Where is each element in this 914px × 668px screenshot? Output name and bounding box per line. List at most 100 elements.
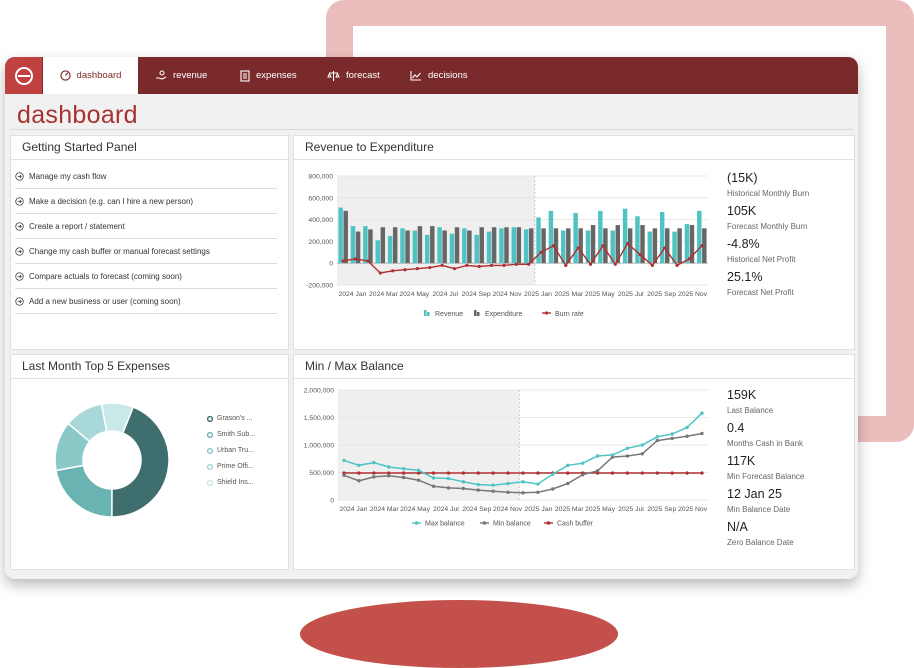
legend-expenditure-swatch [474,310,477,316]
cash-buffer-point [521,471,525,475]
expense-slice [100,402,135,435]
x-tick-label: 2024 May [399,291,429,298]
max-balance-point [521,480,525,484]
min-balance-point [536,490,540,494]
burn-rate-point [638,252,642,257]
min-balance-point [431,484,436,488]
expense-legend-item[interactable]: Shield Ins... [207,479,254,486]
forecast-net-profit-label: Forecast Net Profit [727,288,794,297]
title-divider [10,129,853,130]
revenue-bar [350,226,356,264]
forecast-net-profit-value: 25.1% [727,270,763,284]
max-balance-point [625,446,630,450]
arrow-circle-icon [15,246,24,256]
arrow-circle-icon [15,221,24,231]
min-balance-point [521,491,525,495]
expense-legend-item[interactable]: Smith Sub... [207,431,255,438]
max-balance-point [416,468,421,472]
expense-slice [55,464,113,518]
max-balance-point [700,411,704,415]
revenue-bar [338,207,343,264]
revenue-bar [659,211,665,264]
burn-rate-point [527,262,531,266]
min-max-balance-panel: Min / Max Balance 2,000,000 1,500,000 1,00… [293,354,855,570]
revenue-bar [499,228,504,264]
x-tick-label: 2025 Jul [618,506,644,513]
revenue-bar [387,235,393,264]
burn-rate-point [353,257,358,261]
getting-started-panel: Getting Started Panel Manage my cash flo… [10,135,289,350]
cash-buffer-point [446,471,451,475]
getting-started-item[interactable]: Add a new business or user (coming soon) [15,289,277,314]
min-balance-point [446,486,451,490]
x-tick-label: 2025 Jan [524,506,552,513]
y-tick-label: -200,000 [306,283,333,290]
x-tick-label: 2024 Jan [339,506,367,513]
burn-rate-point [403,268,407,272]
tab-decisions[interactable]: decisions [410,57,468,94]
cash-buffer-point [357,471,361,475]
min-max-balance-chart: 2,000,000 1,500,000 1,000,000 500,000 0 2024 … [304,388,708,528]
balance-panel-title: Min / Max Balance [294,355,854,379]
expenditure-bar [442,230,447,264]
max-balance-point [610,453,615,457]
x-tick-label: 2025 Jan [524,291,552,298]
getting-started-item-label: Make a decision (e.g. can I hire a new p… [29,196,194,206]
getting-started-item[interactable]: Manage my cash flow [15,164,277,189]
x-tick-label: 2025 Nov [678,506,708,513]
y-tick-label: 0 [330,498,334,505]
min-balance-point [595,469,600,473]
legend-revenue-swatch [427,312,430,316]
max-balance-point [685,425,689,430]
min-balance-point [700,431,704,436]
expenditure-bar [603,228,608,264]
top-expenses-panel: Last Month Top 5 Expenses Grason's ... S… [10,354,289,570]
min-balance-point [625,454,630,458]
burn-rate-point [452,267,457,271]
expense-legend-label: Grason's ... [217,415,253,422]
revenue-bar [375,240,380,264]
expense-legend-item[interactable]: Grason's ... [207,415,253,422]
expense-legend-item[interactable]: Urban Tru... [207,447,254,454]
expenditure-bar [380,227,386,264]
getting-started-item[interactable]: Create a report / statement [15,214,277,239]
getting-started-item[interactable]: Make a decision (e.g. can I hire a new p… [15,189,277,214]
cash-buffer-point [700,471,704,475]
decorative-ellipse [300,600,618,668]
revenue-bar [400,228,405,264]
min-balance-point [476,488,480,492]
revenue-bar [474,234,479,264]
tab-forecast[interactable]: forecast [327,57,380,94]
legend-marker-icon [207,447,213,454]
expenditure-bar [615,225,621,264]
burn-rate-point [601,244,605,248]
expense-legend-item[interactable]: Prime Offi... [207,463,254,470]
burn-rate-point [626,241,630,246]
forecast-monthly-burn-label: Forecast Monthly Burn [727,222,808,231]
tab-dashboard-label: dashboard [76,70,122,81]
min-balance-point [342,473,346,477]
expense-legend-label: Urban Tru... [217,447,254,454]
revenue-expenditure-chart: 800,000 600,000 400,000 200,000 0 -200,000 202… [306,174,708,318]
burn-rate-point [539,250,543,254]
getting-started-item[interactable]: Change my cash buffer or manual forecast… [15,239,277,264]
top-navigation-bar: dashboard revenue expenses fo [5,57,858,94]
max-balance-point [655,435,659,439]
legend-expenditure-label: Expenditure [485,311,522,318]
expense-legend-label: Prime Offi... [217,463,254,470]
app-logo[interactable] [5,57,42,94]
revenue-bar [647,231,653,264]
tab-revenue[interactable]: revenue [155,57,207,94]
legend-marker-icon [207,415,213,422]
burn-rate-point [502,263,506,267]
burn-rate-point [675,263,679,267]
expenditure-bar [430,226,435,264]
tab-dashboard[interactable]: dashboard [43,57,138,94]
y-tick-label: 200,000 [308,239,333,246]
expenditure-bar [677,228,682,264]
tab-expenses[interactable]: expenses [240,57,297,94]
expenditure-bar [343,210,348,264]
getting-started-item[interactable]: Compare actuals to forecast (coming soon… [15,264,277,289]
y-tick-label: 1,000,000 [304,443,334,450]
max-balance-point [357,463,361,468]
